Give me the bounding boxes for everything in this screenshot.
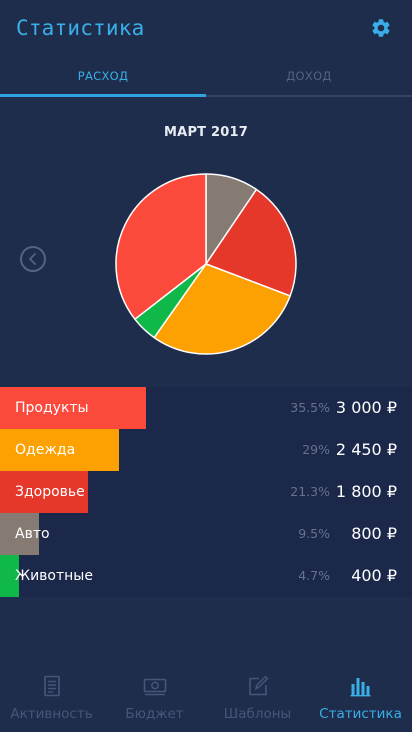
category-name: Животные — [15, 568, 93, 584]
category-bar — [0, 429, 119, 471]
category-row-health[interactable]: Здоровье 21.3% 1 800 ₽ — [0, 471, 412, 513]
gear-icon[interactable] — [370, 17, 392, 39]
category-name: Продукты — [15, 400, 89, 416]
tab-expense[interactable]: РАСХОД — [77, 69, 129, 83]
category-row-pets[interactable]: Животные 4.7% 400 ₽ — [0, 555, 412, 597]
nav-budget[interactable]: Бюджет — [103, 662, 206, 732]
category-percent: 9.5% — [298, 526, 330, 541]
category-name: Одежда — [15, 442, 76, 458]
nav-activity[interactable]: Активность — [0, 662, 103, 732]
category-percent: 35.5% — [290, 400, 330, 415]
money-icon — [143, 678, 167, 696]
category-name: Авто — [15, 526, 50, 542]
nav-templates[interactable]: Шаблоны — [206, 662, 309, 732]
category-amount: 800 ₽ — [351, 524, 397, 543]
category-percent: 21.3% — [290, 484, 330, 499]
pie-chart — [115, 173, 297, 355]
previous-period-button[interactable] — [20, 246, 46, 272]
category-list: Продукты 35.5% 3 000 ₽ Одежда 29% 2 450 … — [0, 387, 412, 597]
category-bar — [0, 513, 39, 555]
tab-income[interactable]: ДОХОД — [286, 69, 332, 83]
category-amount: 400 ₽ — [351, 566, 397, 585]
chart-area: МАРТ 2017 — [0, 98, 412, 387]
category-amount: 2 450 ₽ — [335, 440, 397, 459]
nav-label: Бюджет — [125, 706, 184, 722]
category-amount: 3 000 ₽ — [335, 398, 397, 417]
category-percent: 29% — [302, 442, 330, 457]
nav-label: Шаблоны — [223, 706, 292, 722]
tab-bar: РАСХОД ДОХОД — [0, 58, 412, 98]
category-bar — [0, 471, 88, 513]
category-amount: 1 800 ₽ — [335, 482, 397, 501]
pie-slice-2[interactable] — [205, 188, 297, 297]
nav-label: Активность — [10, 706, 93, 722]
category-row-clothes[interactable]: Одежда 29% 2 450 ₽ — [0, 429, 412, 471]
category-percent: 4.7% — [298, 568, 330, 583]
document-icon — [44, 675, 60, 697]
edit-icon — [249, 675, 269, 696]
tab-active-indicator — [0, 94, 206, 97]
chevron-left-icon — [29, 253, 36, 265]
category-bar — [0, 555, 19, 597]
tab-divider — [0, 95, 412, 97]
category-name: Здоровье — [15, 484, 85, 500]
app-header: Статистика — [0, 0, 412, 58]
bar-chart-icon — [350, 678, 371, 697]
nav-label: Статистика — [319, 706, 402, 722]
nav-statistics[interactable]: Статистика — [309, 662, 412, 732]
category-bar — [0, 387, 146, 429]
page-title: Статистика — [16, 16, 145, 40]
pie-slice-0[interactable] — [115, 173, 207, 320]
category-row-products[interactable]: Продукты 35.5% 3 000 ₽ — [0, 387, 412, 429]
bottom-navigation: Активность Бюджет Шаблоны Статистика — [0, 662, 412, 732]
category-row-auto[interactable]: Авто 9.5% 800 ₽ — [0, 513, 412, 555]
period-label: МАРТ 2017 — [164, 125, 248, 140]
pie-slice-1[interactable] — [153, 263, 291, 355]
